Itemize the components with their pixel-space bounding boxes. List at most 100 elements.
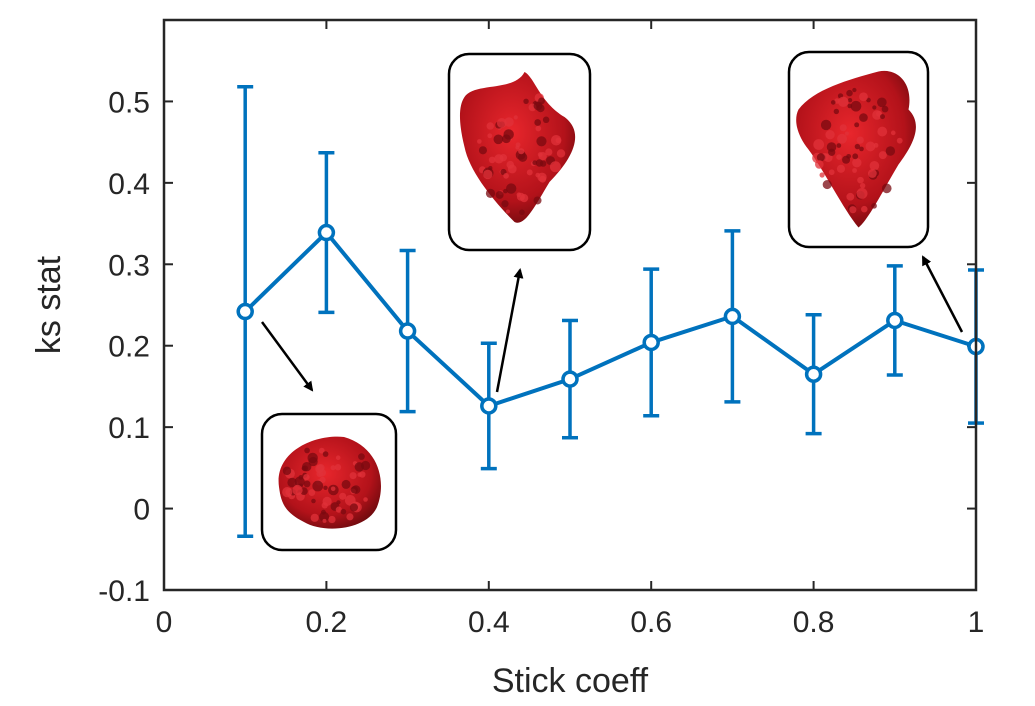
- x-tick-label: 0.6: [630, 606, 672, 639]
- cluster-particle: [308, 456, 318, 467]
- cluster-particle: [350, 486, 358, 494]
- cluster-particle: [852, 153, 859, 160]
- data-point: [236, 302, 254, 321]
- cluster-particle: [839, 124, 847, 132]
- cluster-particle: [526, 169, 533, 176]
- inset-arrow: [260, 321, 314, 392]
- data-point: [317, 223, 336, 242]
- cluster-particle: [487, 133, 493, 139]
- cluster-particle: [359, 471, 366, 478]
- cluster-particle: [856, 136, 864, 144]
- cluster-particle: [320, 509, 326, 515]
- inset-arrow: [921, 255, 964, 333]
- cluster-particle: [519, 209, 525, 216]
- cluster-particle: [318, 447, 325, 454]
- cluster-particle: [282, 466, 292, 476]
- cluster-particle: [826, 142, 837, 152]
- inset-cluster-round: [260, 412, 398, 552]
- cluster-particle: [341, 479, 351, 489]
- cluster-particle: [859, 182, 866, 189]
- cluster-particle: [825, 129, 835, 140]
- plot-area-frame: [162, 18, 978, 592]
- cluster-particle: [881, 105, 889, 113]
- data-point: [886, 311, 904, 330]
- cluster-particle: [488, 156, 496, 164]
- inset-cluster-mid: [447, 52, 592, 252]
- cluster-particle: [328, 515, 336, 524]
- inset-images: [260, 50, 964, 552]
- cluster-particle: [501, 200, 509, 208]
- cluster-particle: [346, 513, 354, 521]
- cluster-particle: [828, 169, 835, 176]
- y-tick-label: 0.2: [108, 331, 150, 364]
- cluster-particle: [872, 110, 882, 120]
- cluster-particle: [287, 477, 297, 488]
- cluster-particle: [504, 117, 514, 127]
- cluster-particle: [556, 149, 566, 158]
- cluster-particle: [836, 154, 842, 160]
- cluster-particle: [322, 451, 329, 457]
- cluster-particle: [545, 148, 553, 156]
- inset-cluster-tall: [787, 50, 930, 249]
- cluster-particle: [535, 125, 542, 132]
- cluster-particle: [301, 466, 307, 471]
- cluster-particle: [349, 472, 357, 480]
- cluster-particle: [533, 196, 542, 205]
- cluster-particle: [518, 148, 525, 155]
- cluster-particle: [323, 485, 328, 491]
- cluster-particle: [478, 146, 487, 155]
- cluster-particle: [536, 136, 547, 147]
- cluster-particle: [830, 100, 836, 105]
- cluster-particle: [513, 115, 518, 120]
- cluster-particle: [505, 209, 510, 214]
- cluster-particle: [859, 92, 868, 102]
- cluster-particle: [872, 105, 877, 110]
- cluster-particle: [849, 206, 857, 214]
- cluster-particle: [815, 160, 824, 169]
- cluster-particle: [532, 160, 538, 166]
- cluster-particle: [877, 97, 887, 108]
- cluster-particle: [836, 164, 846, 173]
- cluster-particle: [854, 122, 860, 128]
- cluster-particle: [312, 480, 324, 492]
- cluster-particle: [507, 164, 517, 174]
- data-point: [723, 307, 742, 326]
- cluster-particle: [535, 159, 544, 167]
- cluster-particle: [506, 183, 517, 194]
- cluster-particle: [496, 118, 507, 128]
- x-tick-label: 0.4: [468, 606, 510, 639]
- cluster-particle: [303, 473, 310, 481]
- cluster-particle: [869, 161, 880, 171]
- cluster-particle: [859, 146, 864, 152]
- y-tick-label: 0.3: [108, 249, 150, 282]
- cluster-particle: [335, 455, 341, 461]
- y-tick-label: 0: [133, 494, 150, 527]
- cluster-particle: [850, 100, 862, 112]
- cluster-particle: [493, 134, 504, 145]
- cluster-particle: [292, 484, 303, 496]
- cluster-particle: [330, 486, 336, 492]
- cluster-particle: [844, 131, 849, 136]
- cluster-particle: [890, 130, 896, 136]
- cluster-particle: [538, 97, 545, 105]
- cluster-particle: [854, 143, 861, 150]
- cluster-particle: [515, 142, 521, 148]
- cluster-particle: [820, 119, 832, 131]
- cluster-particle: [880, 114, 885, 120]
- cluster-particle: [310, 513, 319, 522]
- series-line: [243, 230, 977, 408]
- cluster-particle: [896, 137, 903, 144]
- cluster-particle: [865, 141, 876, 152]
- cluster-particle: [847, 97, 853, 103]
- axis-ticks: 0 0.2 0.4 0.6 0.8 1-0.100.10.20.30.40.5: [98, 20, 984, 639]
- data-point: [398, 322, 417, 340]
- data-point: [561, 370, 579, 388]
- cluster-particle: [871, 203, 877, 209]
- cluster-particle: [878, 151, 887, 160]
- cluster-particle: [503, 188, 508, 194]
- cluster-particle: [852, 87, 857, 93]
- cluster-particle: [856, 187, 868, 199]
- cluster-particle: [846, 153, 852, 159]
- cluster-particle: [336, 500, 341, 505]
- cluster-particle: [485, 188, 496, 199]
